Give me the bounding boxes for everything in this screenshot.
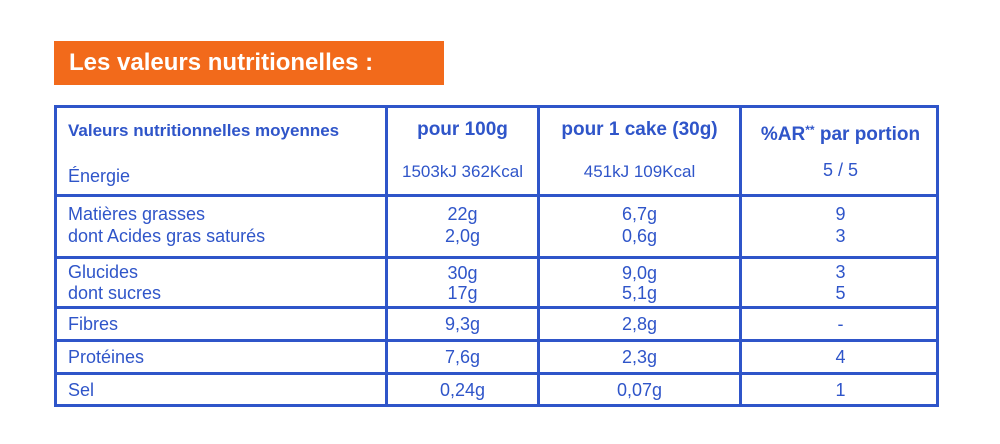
fibre-per-100g: 9,3g	[444, 314, 481, 334]
fat-per-100g: 22g	[447, 204, 478, 224]
header-nutrient: Valeurs nutritionnelles moyennes	[68, 121, 340, 140]
saturated-fat-per-100g: 2,0g	[444, 226, 481, 246]
row-divider	[54, 256, 939, 259]
row-divider	[54, 306, 939, 309]
energy-per-cake: 451kJ 109Kcal	[583, 162, 696, 181]
row-divider	[54, 194, 939, 197]
saturated-fat-ar: 3	[835, 226, 846, 246]
header-ar-per-portion: %AR** par portion	[760, 123, 921, 145]
header-per-cake: pour 1 cake (30g)	[561, 119, 718, 140]
row-divider	[54, 372, 939, 375]
row-label-salt: Sel	[68, 380, 95, 400]
energy-ar: 5 / 5	[822, 160, 859, 180]
carbs-ar: 3	[835, 262, 846, 282]
salt-per-100g: 0,24g	[439, 380, 486, 400]
row-label-protein: Protéines	[68, 347, 145, 367]
salt-per-cake: 0,07g	[616, 380, 663, 400]
sugars-ar: 5	[835, 283, 846, 303]
fat-ar: 9	[835, 204, 846, 224]
fibre-per-cake: 2,8g	[621, 314, 658, 334]
page-title: Les valeurs nutritionelles :	[54, 41, 444, 85]
protein-per-100g: 7,6g	[444, 347, 481, 367]
energy-per-100g: 1503kJ 362Kcal	[402, 162, 523, 181]
row-label-sugars: dont sucres	[68, 283, 162, 303]
row-label-saturated-fat: dont Acides gras saturés	[68, 226, 266, 246]
carbs-per-cake: 9,0g	[621, 263, 658, 283]
header-per-100g: pour 100g	[417, 119, 508, 140]
row-label-fibre: Fibres	[68, 314, 119, 334]
row-label-carbs: Glucides	[68, 262, 139, 282]
salt-ar: 1	[835, 380, 846, 400]
row-label-energy: Énergie	[68, 166, 131, 186]
row-label-fat: Matières grasses	[68, 204, 206, 224]
sugars-per-100g: 17g	[447, 283, 478, 303]
protein-per-cake: 2,3g	[621, 347, 658, 367]
carbs-per-100g: 30g	[447, 263, 478, 283]
protein-ar: 4	[835, 347, 846, 367]
fibre-ar: -	[837, 314, 844, 334]
sugars-per-cake: 5,1g	[621, 283, 658, 303]
fat-per-cake: 6,7g	[621, 204, 658, 224]
row-divider	[54, 339, 939, 342]
saturated-fat-per-cake: 0,6g	[621, 226, 658, 246]
